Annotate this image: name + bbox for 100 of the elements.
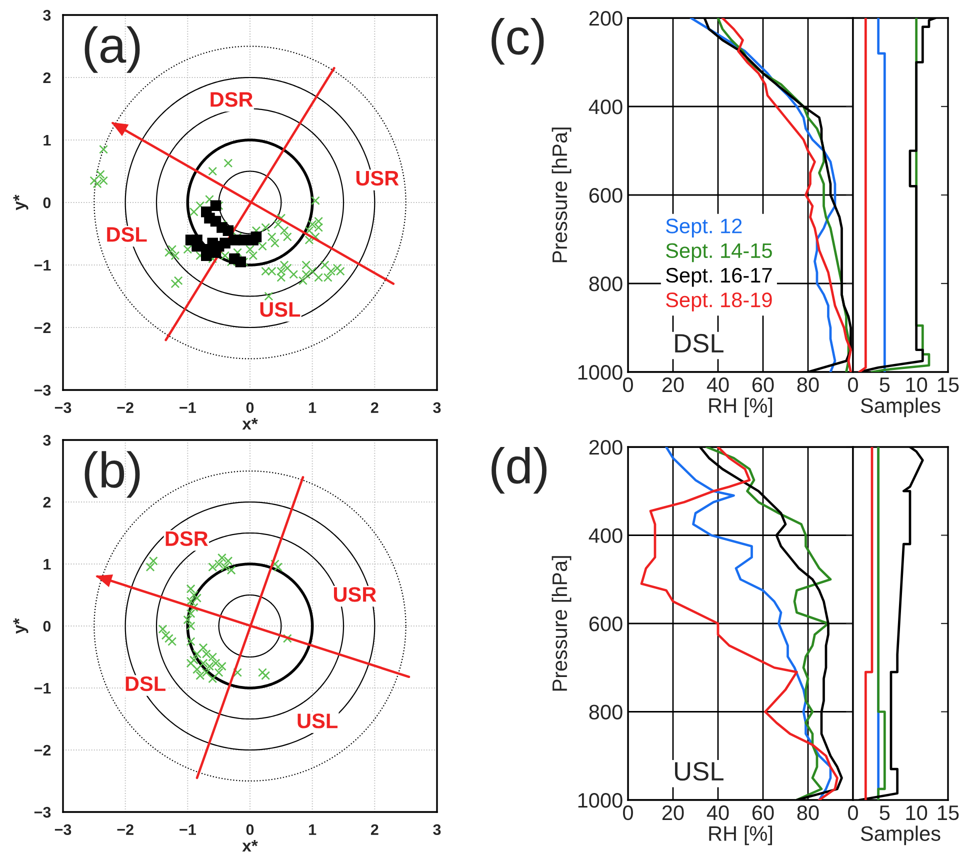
y-tick-label: 3: [43, 10, 51, 21]
x-tick-label: 20: [662, 805, 684, 820]
text: Sept. 18-19: [666, 292, 772, 312]
x-axis-title: RH [%]: [709, 826, 772, 846]
y-axis-title: y*: [13, 194, 28, 210]
x-tick-label: 1: [309, 824, 316, 835]
point: [207, 238, 218, 249]
chart-title: (c): [492, 18, 544, 65]
y-tick-label: −1: [34, 260, 51, 271]
annotation: USR: [334, 587, 376, 602]
chart-title: (d): [492, 447, 547, 494]
y-axis-title: Pressure [hPa]: [552, 556, 572, 691]
point: [198, 658, 208, 668]
annotation: DSR: [166, 531, 208, 546]
x-tick-label: 40: [706, 805, 729, 820]
chart-title: (a): [84, 26, 140, 73]
x-tick-label: 60: [752, 805, 774, 820]
point: [164, 634, 174, 643]
x-tick-label: 20: [662, 377, 684, 392]
point: [189, 590, 198, 600]
x-tick-label: 0: [246, 402, 254, 414]
y-tick-label: 200: [589, 11, 622, 26]
text: Sept. 12: [666, 218, 742, 238]
annotation: USL: [260, 302, 300, 317]
y-tick-label: −2: [34, 744, 51, 756]
x-tick-label: 40: [706, 377, 729, 392]
x-tick-label: 2: [370, 402, 378, 413]
point: [146, 562, 155, 572]
line-series: [665, 447, 832, 800]
y-tick-label: −1: [34, 683, 51, 694]
x-tick-label: 3: [433, 824, 441, 836]
annotation: DSL: [126, 676, 166, 692]
point: [183, 615, 192, 624]
x-tick-label: −1: [180, 824, 196, 835]
point: [189, 602, 198, 612]
annotation: USR: [356, 170, 399, 186]
x-tick-label: 15: [938, 806, 959, 820]
y-tick-label: 800: [589, 704, 622, 720]
y-tick-label: 400: [588, 100, 622, 114]
text: Sept. 16-17: [666, 268, 772, 287]
y-tick-label: 1000: [578, 793, 622, 808]
point: [186, 609, 196, 618]
x-axis-title: RH [%]: [709, 398, 772, 418]
x-tick-label: 0: [623, 377, 633, 392]
point: [158, 624, 168, 634]
point: [220, 238, 230, 249]
x-tick-label: −2: [117, 402, 134, 413]
x-tick-label: 80: [797, 377, 819, 392]
point: [224, 556, 233, 566]
point: [217, 553, 226, 562]
y-tick-label: 600: [589, 616, 622, 632]
x-tick-label: 3: [433, 402, 441, 414]
y-axis-title: Pressure [hPa]: [552, 128, 572, 262]
y-axis-title: y*: [13, 618, 28, 634]
point: [214, 668, 224, 677]
x-tick-label: 0: [848, 377, 858, 392]
point: [186, 658, 196, 668]
x-tick-label: 0: [848, 805, 858, 820]
point: [198, 643, 208, 652]
annotation: DSR: [210, 92, 253, 107]
y-tick-label: 0: [43, 197, 51, 208]
x-tick-label: 80: [797, 805, 819, 820]
point: [208, 562, 218, 572]
x-tick-label: 60: [752, 377, 774, 392]
chart-title: (b): [84, 451, 140, 498]
x-axis-title: Samples: [860, 398, 940, 418]
point: [148, 556, 158, 566]
x-tick-label: 10: [906, 805, 928, 820]
x-tick-label: 5: [880, 806, 890, 820]
point: [261, 671, 270, 680]
x-tick-label: 0: [623, 805, 633, 820]
point: [208, 674, 218, 684]
y-tick-label: 1: [44, 559, 51, 570]
x-tick-label: −3: [54, 824, 72, 836]
y-tick-label: 0: [43, 620, 51, 632]
point: [186, 584, 196, 594]
annotation: DSL: [107, 227, 147, 242]
text: Sept. 14-15: [666, 243, 772, 262]
x-axis-title: x*: [242, 840, 258, 852]
point: [217, 662, 226, 671]
x-tick-label: −2: [117, 824, 134, 835]
y-tick-label: −2: [34, 322, 51, 334]
y-tick-label: 200: [589, 440, 622, 455]
line-series: [640, 447, 838, 800]
point: [189, 656, 198, 665]
point: [233, 668, 242, 677]
y-tick-label: 1: [44, 135, 51, 146]
y-tick-label: 2: [43, 72, 51, 84]
point: [226, 566, 236, 575]
point: [192, 664, 202, 674]
point: [282, 634, 292, 643]
point: [192, 234, 202, 246]
x-tick-label: 0: [246, 824, 254, 836]
y-tick-label: 400: [588, 528, 622, 544]
point: [274, 562, 283, 572]
point: [161, 630, 170, 640]
y-tick-label: 600: [589, 188, 622, 203]
x-axis-title: x*: [242, 418, 258, 430]
point: [210, 200, 222, 212]
point: [208, 652, 218, 662]
